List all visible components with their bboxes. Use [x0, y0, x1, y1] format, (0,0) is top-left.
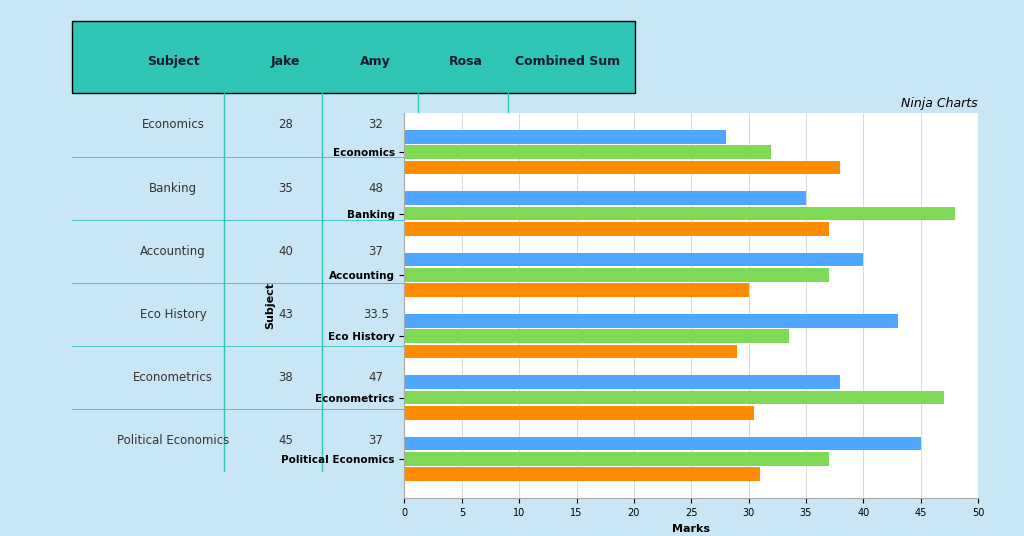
Text: Accounting: Accounting [140, 244, 206, 258]
Bar [404, 253, 863, 266]
Text: Eco History: Eco History [139, 308, 207, 321]
Bar [404, 161, 841, 174]
Text: 28: 28 [279, 118, 293, 131]
Text: 32: 32 [369, 118, 383, 131]
Text: 38: 38 [459, 118, 473, 131]
Bar [404, 207, 955, 220]
Text: 37: 37 [369, 434, 383, 446]
Text: 33.5: 33.5 [362, 308, 389, 321]
Text: 105.5: 105.5 [551, 308, 584, 321]
Bar [404, 191, 806, 205]
FancyBboxPatch shape [72, 21, 635, 93]
Text: Econometrics: Econometrics [133, 370, 213, 384]
Text: 115.5: 115.5 [551, 370, 584, 384]
Bar [404, 330, 788, 343]
Text: 47: 47 [369, 370, 383, 384]
Bar [404, 375, 841, 389]
Bar [404, 314, 898, 327]
Text: Economics: Economics [141, 118, 205, 131]
Y-axis label: Subject: Subject [265, 282, 275, 329]
Text: 35: 35 [279, 182, 293, 195]
Text: Jake: Jake [271, 55, 300, 69]
Bar [404, 452, 828, 466]
Bar [404, 406, 755, 420]
Bar [404, 284, 749, 297]
Bar [404, 345, 737, 358]
Text: Ninja Charts: Ninja Charts [901, 97, 978, 110]
Text: Political Economics: Political Economics [117, 434, 229, 446]
Bar [404, 268, 828, 281]
Text: 45: 45 [279, 434, 293, 446]
Text: 30: 30 [459, 244, 473, 258]
Text: 37: 37 [459, 182, 473, 195]
Text: Combined Sum: Combined Sum [515, 55, 620, 69]
Text: 120: 120 [556, 182, 579, 195]
Bar [404, 222, 828, 236]
X-axis label: Marks: Marks [672, 524, 711, 534]
Text: 48: 48 [369, 182, 383, 195]
Text: 98: 98 [560, 118, 574, 131]
Bar [404, 391, 943, 404]
Bar [404, 467, 760, 481]
Text: Amy: Amy [360, 55, 391, 69]
Text: Subject: Subject [146, 55, 200, 69]
Text: 37: 37 [369, 244, 383, 258]
Text: Rosa: Rosa [449, 55, 483, 69]
Text: Banking: Banking [150, 182, 197, 195]
Text: 31: 31 [459, 434, 473, 446]
Bar [404, 437, 921, 450]
Text: 38: 38 [279, 370, 293, 384]
Bar [404, 145, 771, 159]
Bar [404, 130, 726, 144]
Text: 107: 107 [556, 244, 579, 258]
Text: 43: 43 [279, 308, 293, 321]
Text: 29: 29 [459, 308, 473, 321]
Text: 40: 40 [279, 244, 293, 258]
Text: 30.5: 30.5 [453, 370, 479, 384]
